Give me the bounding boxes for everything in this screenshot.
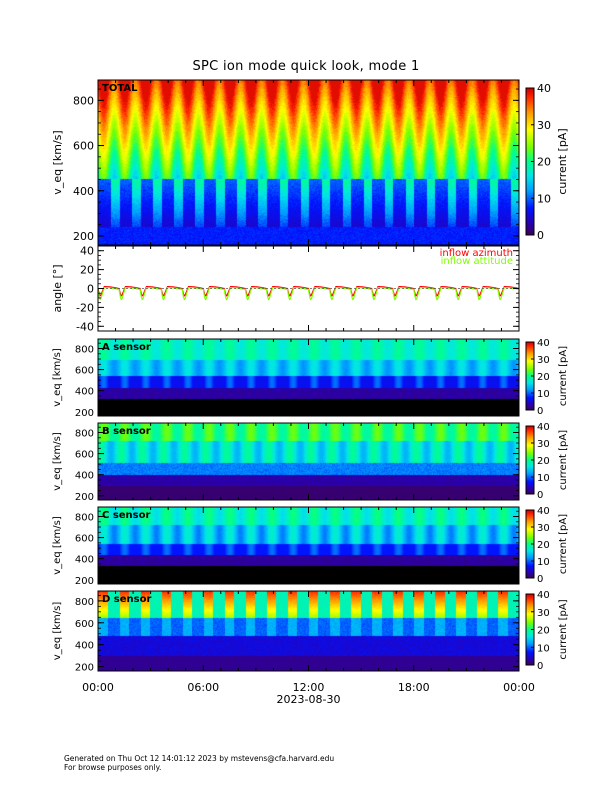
- colorbar-tick-label: 20: [537, 156, 551, 169]
- panel-label: D sensor: [102, 594, 151, 605]
- colorbar-tick-label: 0: [537, 490, 543, 501]
- y-tick-label: 600: [75, 366, 94, 377]
- y-tick-label: 600: [75, 534, 94, 545]
- y-axis-label: v_eq [km/s]: [52, 602, 63, 661]
- y-tick-label: -40: [76, 320, 94, 333]
- y-axis-label: v_eq [km/s]: [51, 130, 64, 194]
- heatmap-0: [98, 80, 519, 245]
- legend-entry: inflow azimuth: [440, 248, 513, 259]
- y-tick-label: 0: [87, 283, 94, 296]
- heatmap-2: [98, 339, 519, 416]
- colorbar-label: current [pA]: [558, 430, 569, 490]
- y-tick-label: 800: [73, 94, 94, 107]
- footer-generated: Generated on Thu Oct 12 14:01:12 2023 by…: [64, 754, 335, 763]
- y-tick-label: 200: [75, 576, 94, 587]
- colorbar-tick-label: 40: [537, 422, 550, 433]
- y-tick-label: 20: [80, 264, 94, 277]
- x-axis-date: 2023-08-30: [277, 693, 341, 706]
- y-tick-label: 800: [75, 344, 94, 355]
- colorbar-tick-label: 30: [537, 439, 550, 450]
- panel-label: TOTAL: [102, 83, 138, 94]
- y-tick-label: 800: [75, 597, 94, 608]
- colorbar-2: [526, 342, 534, 410]
- chart-title: SPC ion mode quick look, mode 1: [192, 59, 420, 74]
- y-tick-label: 400: [75, 471, 94, 482]
- colorbar-0: [526, 88, 534, 235]
- footer-note: For browse purposes only.: [64, 763, 162, 772]
- y-tick-label: 600: [75, 619, 94, 630]
- y-axis-label: v_eq [km/s]: [52, 348, 63, 407]
- y-axis-label: angle [°]: [51, 264, 64, 312]
- heatmap-4: [98, 507, 519, 584]
- panel-label: A sensor: [102, 342, 151, 353]
- x-tick-label: 00:00: [503, 681, 535, 694]
- colorbar-tick-label: 0: [537, 406, 543, 417]
- colorbar-tick-label: 40: [537, 590, 550, 601]
- y-tick-label: 600: [75, 450, 94, 461]
- colorbar-tick-label: 30: [537, 608, 550, 619]
- colorbar-label: current [pA]: [558, 514, 569, 574]
- colorbar-label: current [pA]: [558, 599, 569, 659]
- y-tick-label: 200: [75, 663, 94, 674]
- colorbar-tick-label: 10: [537, 643, 550, 654]
- y-tick-label: -20: [76, 301, 94, 314]
- colorbar-tick-label: 20: [537, 372, 550, 383]
- colorbar-tick-label: 30: [537, 523, 550, 534]
- colorbar-tick-label: 10: [537, 557, 550, 568]
- colorbar-tick-label: 10: [537, 389, 550, 400]
- colorbar-label: current [pA]: [558, 346, 569, 406]
- series-line-0: [97, 286, 520, 297]
- heatmap-5: [98, 591, 519, 671]
- y-tick-label: 600: [73, 140, 94, 153]
- colorbar-tick-label: 10: [537, 192, 551, 205]
- colorbar-tick-label: 40: [537, 82, 551, 95]
- y-axis-label: v_eq [km/s]: [52, 432, 63, 491]
- colorbar-tick-label: 10: [537, 473, 550, 484]
- colorbar-tick-label: 30: [537, 355, 550, 366]
- y-tick-label: 40: [80, 245, 94, 258]
- y-tick-label: 200: [75, 408, 94, 419]
- series-line-1: [97, 287, 520, 301]
- colorbar-4: [526, 510, 534, 578]
- colorbar-tick-label: 0: [537, 661, 543, 672]
- panel-label: C sensor: [102, 510, 150, 521]
- legend-entry: inflow attitude: [441, 256, 513, 267]
- colorbar-tick-label: 30: [537, 119, 551, 132]
- colorbar-tick-label: 40: [537, 338, 550, 349]
- heatmap-3: [98, 423, 519, 500]
- x-tick-label: 12:00: [293, 681, 325, 694]
- panel-label: B sensor: [102, 426, 151, 437]
- colorbar-tick-label: 20: [537, 626, 550, 637]
- y-tick-label: 200: [75, 492, 94, 503]
- x-tick-label: 00:00: [82, 681, 114, 694]
- colorbar-3: [526, 426, 534, 494]
- colorbar-tick-label: 0: [537, 229, 544, 242]
- x-tick-label: 18:00: [398, 681, 430, 694]
- colorbar-5: [526, 594, 534, 665]
- y-tick-label: 400: [75, 555, 94, 566]
- colorbar-tick-label: 0: [537, 574, 543, 585]
- colorbar-tick-label: 20: [537, 456, 550, 467]
- x-tick-label: 06:00: [187, 681, 219, 694]
- colorbar-tick-label: 40: [537, 506, 550, 517]
- y-tick-label: 400: [75, 387, 94, 398]
- y-tick-label: 400: [75, 641, 94, 652]
- y-axis-label: v_eq [km/s]: [52, 516, 63, 575]
- y-tick-label: 400: [73, 185, 94, 198]
- colorbar-label: current [pA]: [556, 128, 569, 194]
- colorbar-tick-label: 20: [537, 540, 550, 551]
- y-tick-label: 800: [75, 512, 94, 523]
- y-tick-label: 200: [73, 230, 94, 243]
- y-tick-label: 800: [75, 428, 94, 439]
